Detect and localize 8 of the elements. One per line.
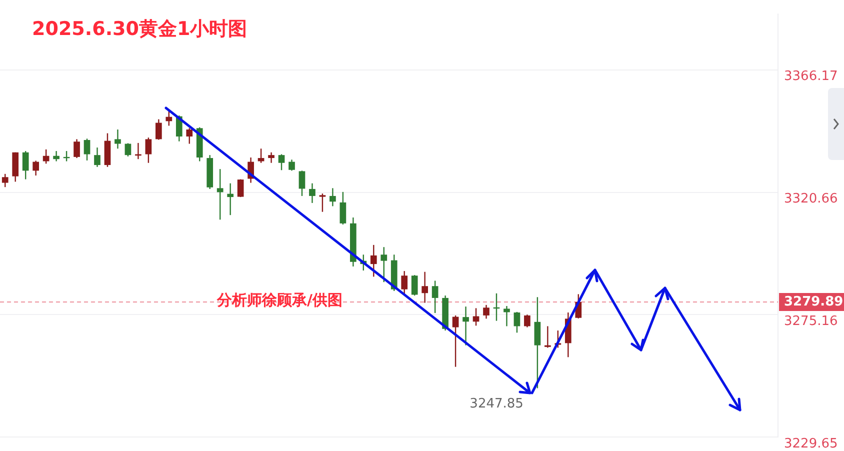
y-tick-label: 3229.65 <box>784 436 838 451</box>
ref-line-label: 3279.89 <box>784 294 844 310</box>
y-tick-label: 3320.66 <box>784 192 838 207</box>
y-tick-label: 3275.16 <box>784 314 838 330</box>
chart-title: 2025.6.30黄金1小时图 <box>32 17 248 42</box>
y-tick-label: 3366.17 <box>784 69 838 84</box>
annotation: 3247.85 <box>470 396 524 412</box>
annotation: 分析师徐顾承/供图 <box>217 291 342 310</box>
